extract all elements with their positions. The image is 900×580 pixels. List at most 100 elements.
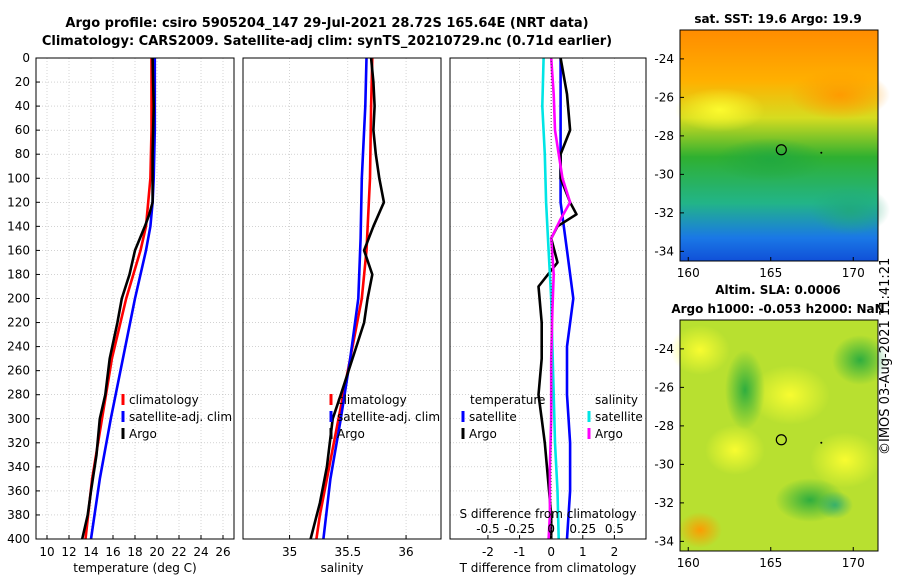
- figure-title-line1: Argo profile: csiro 5905204_147 29-Jul-2…: [65, 16, 588, 31]
- legend-label: satellite-adj. clim: [337, 410, 440, 424]
- legend-title-salinity: salinity: [595, 393, 638, 407]
- legend-label: satellite: [595, 410, 643, 424]
- series-line-temperature-argo: [537, 57, 578, 539]
- y-tick-label: 400: [7, 532, 30, 546]
- y-tick-label: 360: [7, 484, 30, 498]
- map-y-tick-label: -24: [654, 342, 674, 356]
- difference-panel: -2 -1 0 1 2 T difference from climatology temp…: [449, 57, 647, 575]
- x-tick-label: 36: [398, 545, 413, 559]
- x-tick-label: 12: [61, 545, 76, 559]
- x-axis-label: temperature (deg C): [73, 561, 196, 575]
- argo-dot-marker: [820, 151, 823, 154]
- sst-patch: [810, 185, 890, 235]
- map-y-tick-label: -30: [654, 457, 674, 471]
- argo-position-marker: [775, 144, 787, 156]
- legend-label: Argo: [337, 427, 365, 441]
- sla-map-title-2: Argo h1000: -0.053 h2000: NaN: [671, 302, 884, 316]
- sst-map-axes: 160 165 170 -24 -26 -28 -30 -32 -34: [654, 52, 864, 280]
- y-tick-label: 60: [15, 123, 30, 137]
- series-line-satellite-adj-clim: [89, 58, 157, 540]
- x-tick-label: 26: [215, 545, 230, 559]
- sla-patch: [670, 325, 730, 375]
- legend-label: Argo: [469, 427, 497, 441]
- sla-patch: [725, 350, 765, 430]
- map-x-tick-label: 165: [759, 266, 782, 280]
- x-tick-label: 1: [579, 545, 587, 559]
- y-tick-label: 120: [7, 195, 30, 209]
- series-line-climatology: [315, 57, 374, 540]
- x-axis-label: salinity: [320, 561, 363, 575]
- legend-title-temperature: temperature: [470, 393, 545, 407]
- x-tick-label: 20: [149, 545, 164, 559]
- map-y-tick-label: -30: [654, 167, 674, 181]
- x2-tick-label: 0.5: [605, 522, 624, 536]
- x-tick-label: 0: [547, 545, 555, 559]
- sst-map-title: sat. SST: 19.6 Argo: 19.9: [694, 12, 861, 26]
- x2-axis-label: S difference from climatology: [460, 507, 637, 521]
- sst-patch: [715, 138, 825, 182]
- y-tick-label: 140: [7, 219, 30, 233]
- sst-patch: [790, 70, 890, 120]
- map-y-tick-label: -34: [654, 534, 674, 548]
- y-tick-label: 160: [7, 243, 30, 257]
- x2-tick-label: -0.25: [504, 522, 535, 536]
- sla-frame: [679, 319, 879, 552]
- map-y-tick-label: -32: [654, 496, 674, 510]
- series-line-satellite-adj-clim: [322, 57, 368, 540]
- x2-tick-label: 0.25: [569, 522, 596, 536]
- sla-map-title-1: Altim. SLA: 0.0006: [715, 283, 841, 297]
- map-y-tick-label: -26: [654, 380, 674, 394]
- sla-patch: [750, 365, 830, 425]
- y-tick-label: 280: [7, 388, 30, 402]
- x2-tick-label: -0.5: [476, 522, 499, 536]
- sla-patch: [705, 425, 765, 475]
- map-y-tick-label: -32: [654, 206, 674, 220]
- y-tick-label: 300: [7, 412, 30, 426]
- legend-label: satellite-adj. clim: [129, 410, 232, 424]
- sla-patch: [810, 432, 880, 488]
- y-tick-label: 40: [15, 99, 30, 113]
- argo-position-marker: [775, 434, 787, 446]
- x-tick-label: 10: [39, 545, 54, 559]
- series-line-temperature-satellite: [559, 58, 575, 540]
- figure-title-line2: Climatology: CARS2009. Satellite-adj cli…: [42, 34, 612, 49]
- sla-map-axes: 160 165 170 -24 -26 -28 -30 -32 -34: [654, 342, 864, 570]
- map-x-tick-label: 165: [759, 556, 782, 570]
- map-y-tick-label: -28: [654, 419, 674, 433]
- map-y-tick-label: -34: [654, 244, 674, 258]
- sla-patch: [678, 512, 722, 548]
- sla-patch: [832, 335, 888, 385]
- map-x-tick-label: 170: [842, 556, 865, 570]
- map-y-tick-label: -26: [654, 90, 674, 104]
- legend-label: climatology: [129, 393, 199, 407]
- x-tick-label: -1: [514, 545, 526, 559]
- salinity-panel: 35 35.5 36 salinity climatology satellite-adj…: [242, 57, 442, 575]
- series-line-argo: [309, 57, 386, 540]
- legend-label: Argo: [595, 427, 623, 441]
- legend-label: climatology: [337, 393, 407, 407]
- map-x-tick-label: 160: [677, 266, 700, 280]
- map-y-tick-label: -24: [654, 52, 674, 66]
- argo-dot-marker: [820, 441, 823, 444]
- x-axis-label: T difference from climatology: [459, 561, 637, 575]
- series-line-argo: [80, 57, 155, 540]
- y-tick-label: 100: [7, 171, 30, 185]
- y-tick-label: 80: [15, 147, 30, 161]
- imos-timestamp: ©IMOS 03-Aug-2021 11:41:21: [878, 257, 893, 455]
- legend-label: satellite: [469, 410, 517, 424]
- x2-tick-label: 0: [547, 522, 555, 536]
- legend-label: Argo: [129, 427, 157, 441]
- y-tick-label: 20: [15, 75, 30, 89]
- sst-map: [675, 29, 890, 262]
- x-tick-label: 35: [282, 545, 297, 559]
- x-tick-label: 14: [83, 545, 98, 559]
- x-tick-label: 35.5: [334, 545, 361, 559]
- map-x-tick-label: 160: [677, 556, 700, 570]
- y-tick-label: 200: [7, 292, 30, 306]
- temperature-panel: 10 12 14 16 18 20 22 24 26 temperature (deg C) cli…: [7, 51, 235, 575]
- sla-patch: [817, 491, 853, 519]
- x-tick-label: 22: [171, 545, 186, 559]
- x-tick-label: 18: [127, 545, 142, 559]
- plot-frame: [449, 57, 647, 540]
